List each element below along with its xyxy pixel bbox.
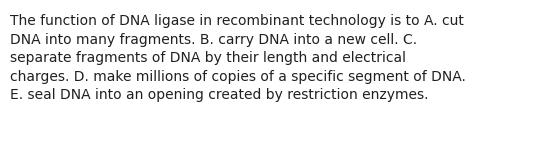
Text: The function of DNA ligase in recombinant technology is to A. cut
DNA into many : The function of DNA ligase in recombinan…: [10, 14, 466, 102]
